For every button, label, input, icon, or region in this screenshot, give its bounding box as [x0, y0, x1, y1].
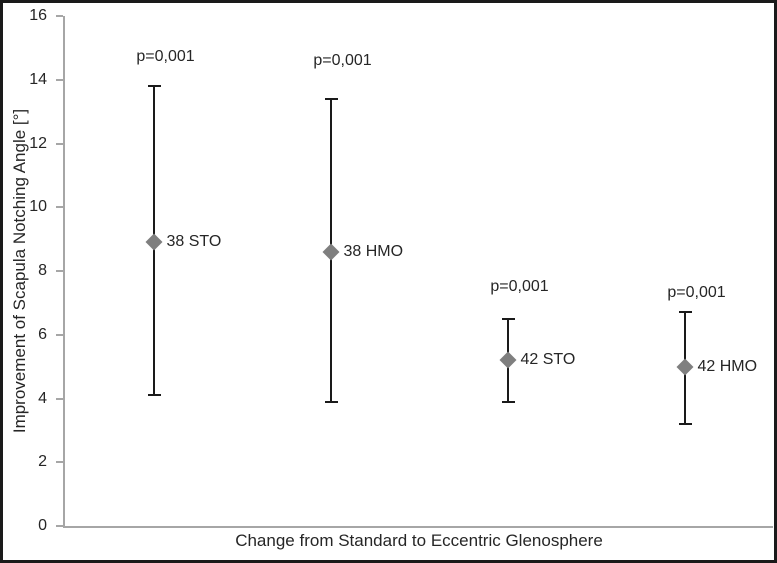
y-tick: [56, 397, 63, 400]
diamond-marker-icon: [145, 233, 162, 251]
error-bar-cap-top: [678, 311, 692, 314]
y-tick-label: 14: [29, 70, 47, 88]
y-tick-label: 0: [38, 517, 47, 534]
plot-area: 0 2 4 6 8 10 12 14 16 38 STO p=0,001 38 HMO p=0,001 4…: [29, 7, 773, 534]
p-value-label: p=0,001: [313, 51, 372, 69]
data-point-label: 42 HMO: [697, 357, 758, 375]
y-tick: [56, 270, 63, 272]
error-bar-cap-top: [324, 97, 338, 100]
diamond-marker-icon: [499, 351, 516, 369]
error-bar-cap-bottom: [678, 423, 692, 425]
y-tick-label: 12: [29, 134, 47, 152]
y-tick: [56, 525, 63, 527]
y-tick-label: 2: [38, 453, 47, 471]
y-tick: [56, 206, 63, 209]
error-bar-cap-bottom: [324, 400, 338, 403]
error-bar-cap-bottom: [501, 400, 515, 403]
p-value-label: p=0,001: [490, 277, 549, 295]
y-tick: [56, 15, 63, 17]
y-tick: [56, 333, 63, 336]
diamond-marker-icon: [676, 358, 693, 376]
error-bar-cap-top: [147, 85, 161, 88]
error-bar-cap-top: [501, 317, 515, 320]
y-tick: [56, 142, 63, 145]
diamond-marker-icon: [322, 243, 339, 261]
y-tick: [56, 78, 63, 81]
y-tick-label: 6: [38, 325, 47, 343]
p-value-label: p=0,001: [667, 284, 726, 302]
y-tick-label: 10: [29, 198, 47, 216]
data-point-label: 38 HMO: [343, 242, 404, 260]
y-tick-label: 16: [29, 7, 47, 24]
y-tick-label: 4: [38, 389, 47, 407]
data-point-label: 42 STO: [520, 351, 576, 369]
data-point-label: 38 STO: [166, 233, 222, 251]
p-value-label: p=0,001: [136, 48, 195, 66]
x-axis-title: Change from Standard to Eccentric Glenos…: [235, 531, 603, 550]
error-bar-cap-bottom: [147, 394, 161, 397]
y-tick: [56, 461, 63, 464]
y-tick-label: 8: [38, 262, 47, 279]
